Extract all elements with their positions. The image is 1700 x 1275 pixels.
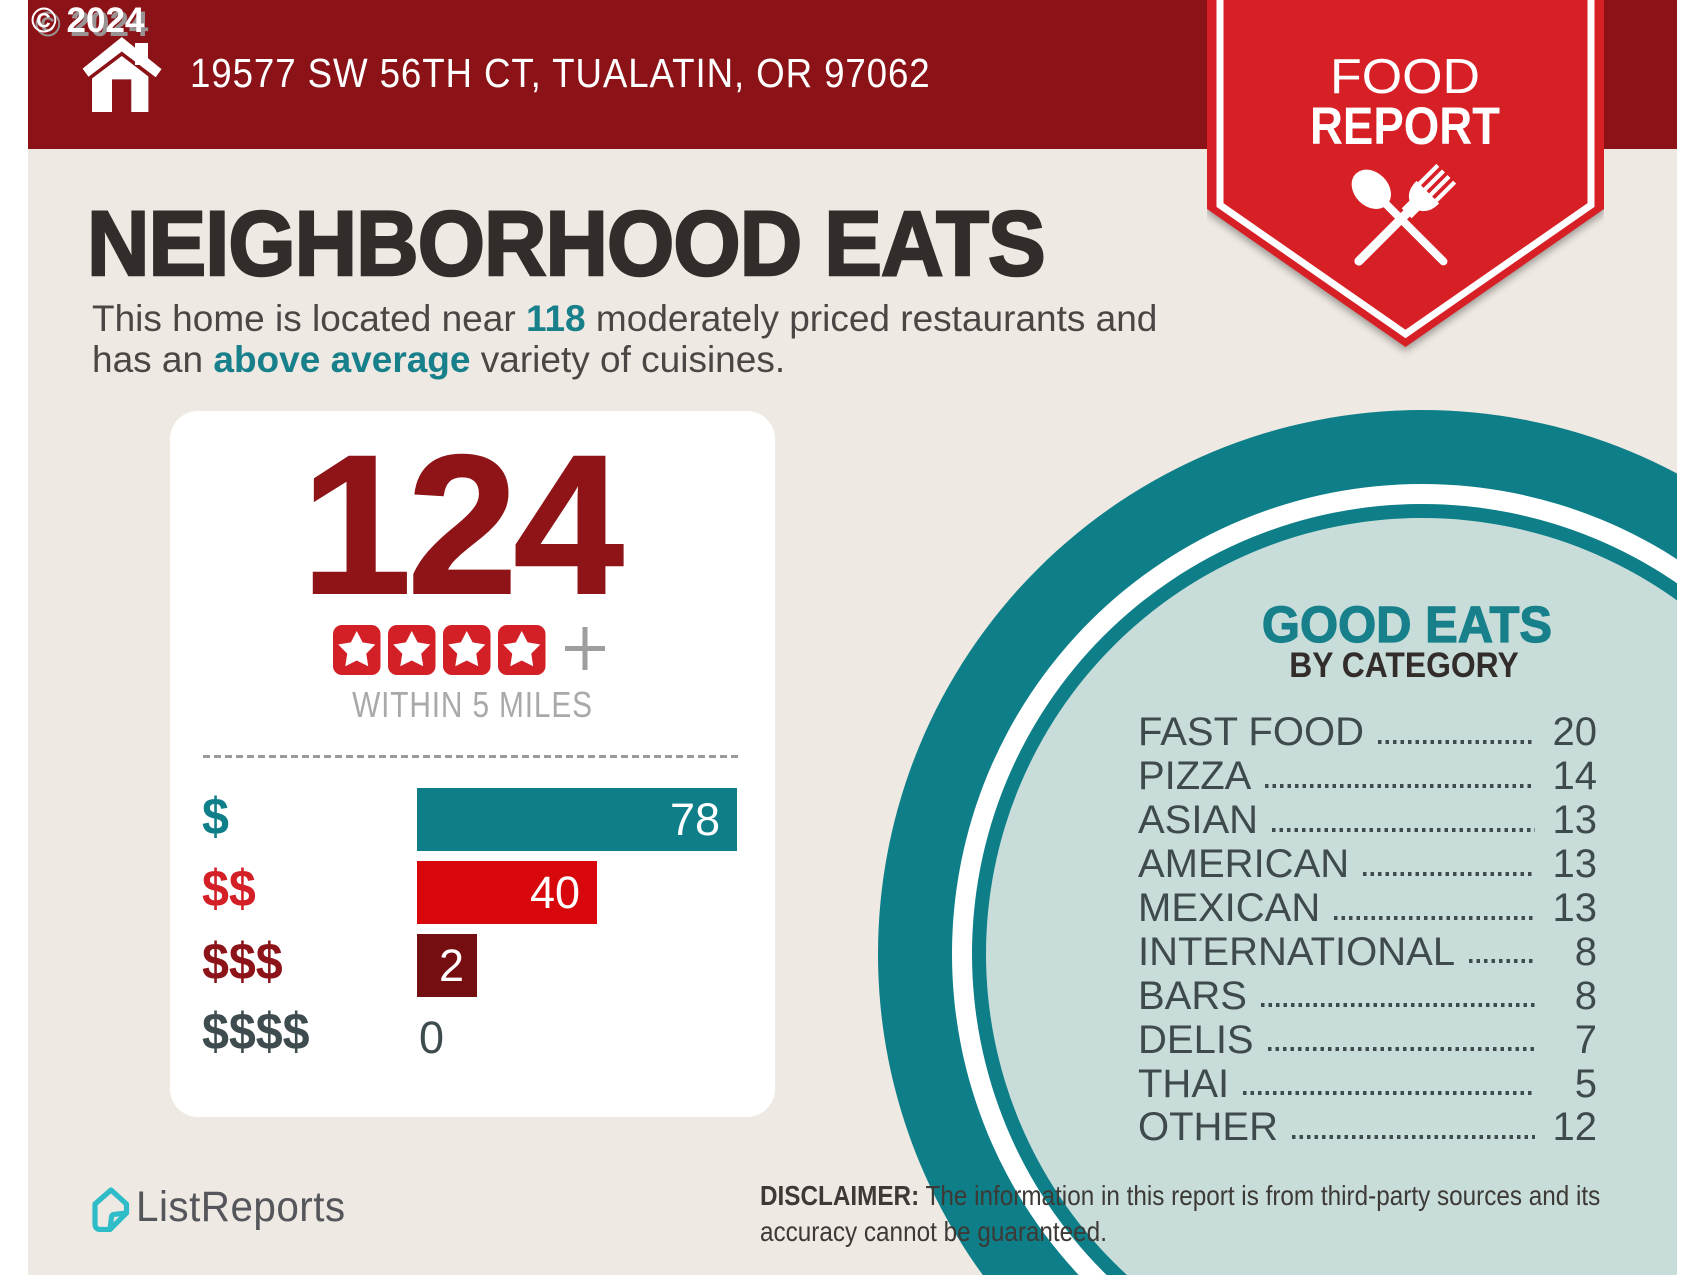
svg-text:REPORT: REPORT	[1310, 97, 1500, 156]
svg-text:FOOD: FOOD	[1330, 50, 1480, 104]
